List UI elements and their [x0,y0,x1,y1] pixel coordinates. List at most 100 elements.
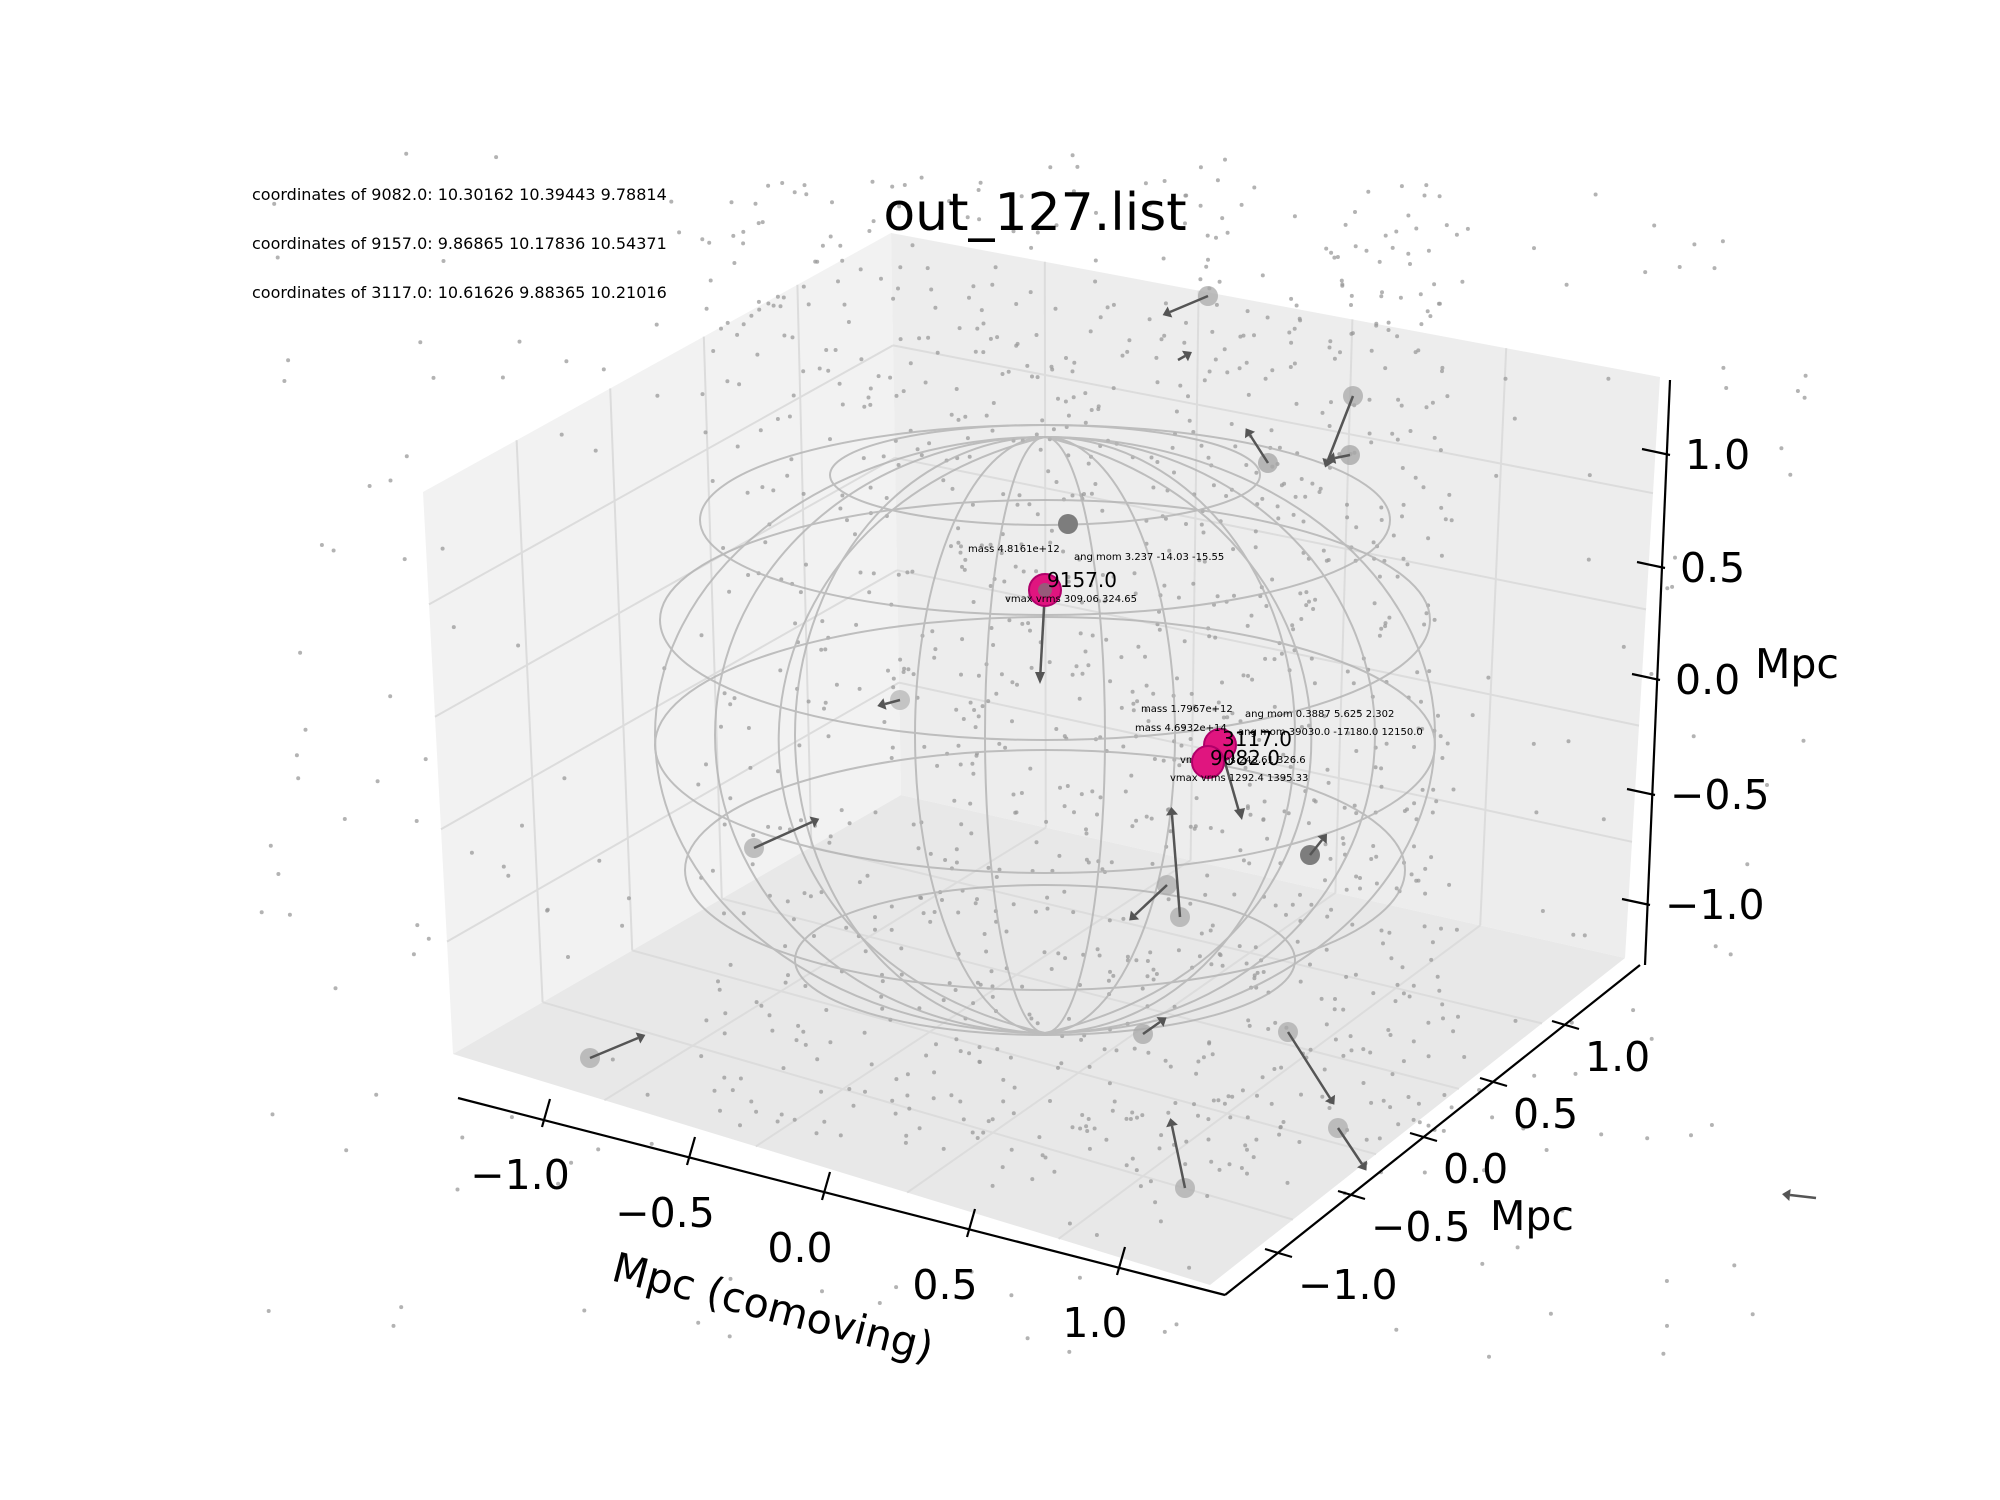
particle-point [1353,244,1358,249]
particle-point [1416,1101,1421,1106]
particle-point [1199,443,1204,448]
particle-point [1386,328,1391,332]
halo-9157-id: 9157.0 [1047,568,1117,592]
particle-point [1405,562,1410,567]
particle-point [1560,1208,1565,1213]
particle-point [958,762,963,767]
particle-point [932,1070,937,1075]
particle-point [1298,892,1302,897]
particle-point [1166,1110,1171,1115]
particle-point [1428,314,1433,319]
particle-point [1198,165,1203,170]
particle-point [941,1146,946,1151]
particle-point [741,911,746,916]
particle-point [1287,330,1292,335]
particle-point [1480,1261,1485,1266]
particle-point [1299,725,1304,729]
particle-point [924,1053,929,1058]
particle-point [1231,547,1236,552]
particle-point [1249,613,1254,618]
particle-point [984,949,989,954]
particle-point [978,180,983,185]
back-left-pane [423,233,901,1054]
particle-point [1033,909,1038,914]
particle-point [1340,836,1345,841]
particle-point [738,1076,743,1081]
particle-point [1217,279,1222,284]
particle-point [737,382,742,387]
particle-point [1306,821,1311,826]
particle-point [469,850,474,855]
particle-point [1394,1327,1399,1332]
particle-point [1322,1067,1327,1072]
particle-point [1312,681,1317,686]
particle-point [1125,349,1130,354]
particle-point [1176,595,1181,600]
particle-point [1345,669,1350,674]
particle-point [1124,1116,1129,1121]
particle-point [791,393,796,398]
particle-point [1429,957,1434,962]
particle-point [1112,1099,1117,1104]
particle-point [1013,564,1018,569]
particle-point [1251,1155,1256,1160]
particle-point [988,336,993,341]
particle-point [1143,181,1148,186]
particle-point [1383,621,1388,626]
dark-matter-particles [259,151,1808,1359]
particle-point [1399,403,1404,408]
particle-point [908,361,913,366]
velocity-arrow [753,820,813,850]
particle-point [1324,947,1329,952]
particle-point [879,276,883,281]
particle-point [1364,1137,1369,1142]
particle-point [1487,1354,1491,1359]
arrow-head [1035,672,1045,684]
particle-point [1388,1033,1393,1037]
y-tick-mark [1551,1019,1580,1031]
particle-point [1278,1125,1283,1130]
particle-point [823,700,828,705]
particle-point [1320,410,1325,415]
particle-point [1161,256,1166,261]
particle-point [375,779,380,784]
particle-point [1322,714,1327,719]
particle-point [1163,1058,1168,1063]
particle-point [1147,202,1152,207]
particle-point [1248,812,1253,817]
particle-point [1106,978,1111,983]
particle-point [836,279,840,284]
particle-point [973,901,978,906]
particle-point [1001,1099,1006,1104]
particle-point [867,590,872,595]
particle-point [1260,1075,1265,1080]
particle-point [1175,676,1179,681]
particle-point [517,339,522,344]
particle-point [1086,1117,1091,1121]
particle-point [859,357,864,362]
particle-point [1131,701,1136,706]
particle-point [1109,860,1114,865]
particle-point [1329,400,1333,405]
particle-point [1244,961,1249,966]
particle-point [894,1077,899,1082]
particle-point [1350,922,1355,927]
particle-point [1354,811,1359,816]
particle-point [822,1119,827,1124]
particle-point [1465,226,1470,231]
particle-point [1199,522,1204,527]
particle-point [1157,609,1161,614]
particle-point [1056,1065,1060,1070]
particle-point [1020,621,1025,626]
particle-point [889,927,894,932]
particle-point [1134,1168,1139,1173]
particle-point [1207,369,1212,374]
particle-point [1157,627,1162,632]
particle-point [1325,767,1330,772]
particle-point [1062,889,1067,894]
particle-point [778,304,783,309]
grid-line [1043,261,1047,828]
particle-point [1197,558,1202,563]
particle-point [1183,221,1187,226]
arrow-head [1322,457,1334,468]
